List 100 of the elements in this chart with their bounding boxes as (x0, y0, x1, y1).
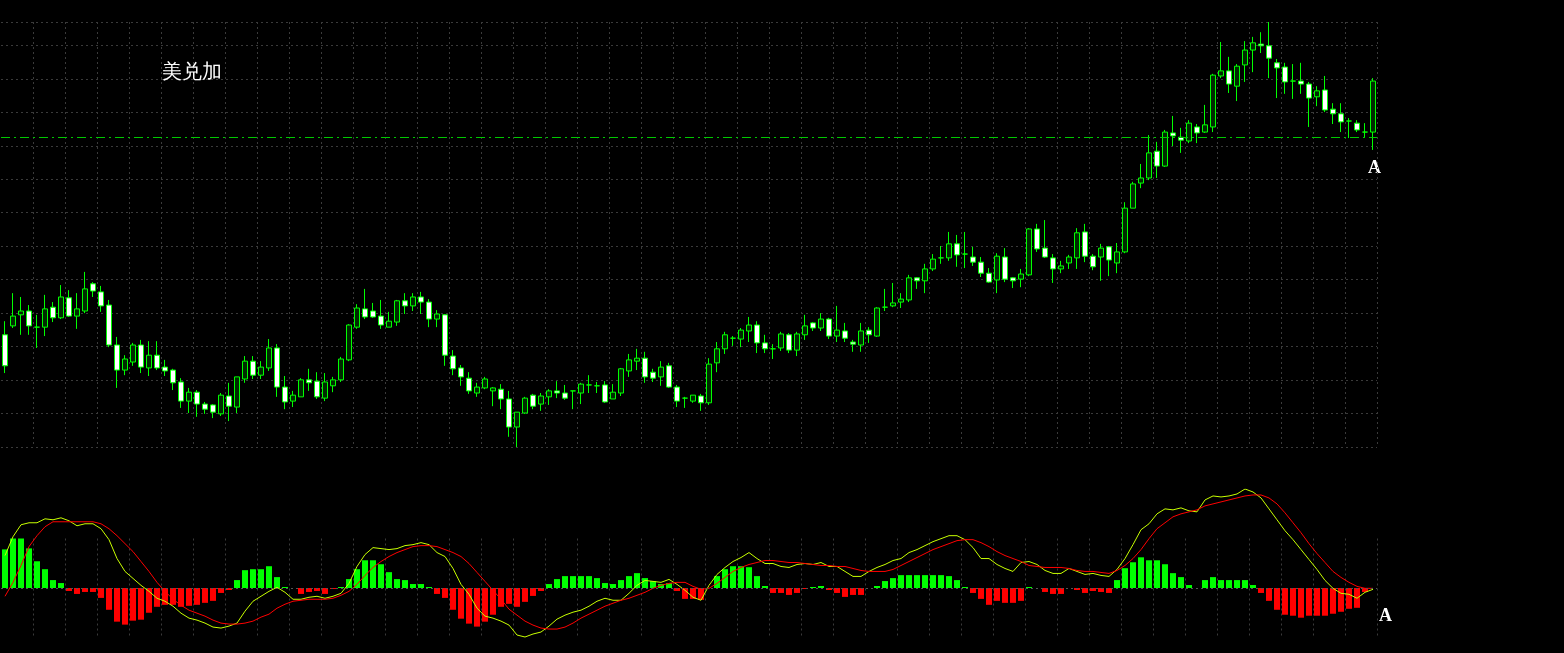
bar (922, 575, 928, 588)
candlestick (770, 343, 776, 360)
candlestick (130, 342, 136, 367)
candlestick (42, 294, 48, 337)
bar (986, 588, 992, 605)
candlestick (82, 271, 88, 314)
bar (1322, 588, 1328, 616)
bar (58, 583, 64, 588)
bar (1346, 588, 1352, 609)
candlestick (178, 377, 184, 409)
candlestick (850, 339, 856, 353)
candlestick (210, 403, 216, 419)
candlestick (26, 304, 32, 336)
bar (610, 584, 616, 588)
bar (1210, 577, 1216, 588)
candlestick (570, 390, 576, 410)
candlestick (842, 322, 848, 343)
candlestick (922, 263, 928, 294)
bar (1330, 588, 1336, 614)
bar (458, 588, 464, 619)
bar (442, 588, 448, 598)
candlestick (930, 253, 936, 272)
bar (2, 549, 8, 588)
bar (626, 576, 632, 588)
candlestick (290, 390, 296, 408)
bar (602, 583, 608, 588)
candlestick (34, 314, 40, 349)
bar (578, 576, 584, 588)
bar (298, 588, 304, 594)
candlestick (1066, 254, 1072, 270)
candlestick (666, 362, 672, 389)
bar (50, 580, 56, 588)
candlestick (1330, 102, 1336, 125)
candlestick (1090, 253, 1096, 271)
candlestick (970, 246, 976, 267)
bar (1018, 588, 1024, 601)
candlestick (1226, 56, 1232, 94)
candlestick (522, 396, 528, 415)
candlestick (370, 302, 376, 319)
bar (450, 588, 456, 610)
bar (530, 588, 536, 596)
candlestick (402, 292, 408, 315)
candlestick (1186, 119, 1192, 144)
bar (1058, 588, 1064, 594)
candlestick (162, 359, 168, 377)
bar (738, 566, 744, 588)
bar (1218, 580, 1224, 588)
bar (74, 588, 80, 594)
candlestick (58, 284, 64, 320)
bar (994, 588, 1000, 601)
candlestick (490, 386, 496, 407)
bar (586, 576, 592, 588)
bar (1290, 588, 1296, 616)
bar (1338, 588, 1344, 612)
bar (618, 580, 624, 588)
candlestick (978, 256, 984, 278)
candlestick (474, 382, 480, 398)
candlestick (482, 376, 488, 390)
bar (194, 588, 200, 605)
bar (42, 569, 48, 588)
bar (1250, 585, 1256, 588)
candlestick (1314, 85, 1320, 107)
bar (970, 588, 976, 593)
bar (1178, 577, 1184, 588)
candlestick (1122, 201, 1128, 254)
candlestick (1234, 63, 1240, 102)
bar (210, 588, 216, 601)
bar (914, 575, 920, 588)
candlestick (250, 355, 256, 380)
bar (1354, 588, 1360, 608)
bar (1242, 580, 1248, 588)
candlestick (346, 323, 352, 362)
bar (562, 576, 568, 588)
bar (1002, 588, 1008, 603)
candlestick (690, 394, 696, 404)
candlestick (258, 360, 264, 380)
bar (234, 580, 240, 588)
bar (842, 588, 848, 597)
candlestick (122, 354, 128, 376)
candlestick (586, 374, 592, 394)
candlestick (778, 331, 784, 352)
bar (378, 564, 384, 588)
candlestick (554, 380, 560, 399)
bar (482, 588, 488, 622)
candlestick (146, 340, 152, 377)
candlestick (698, 393, 704, 412)
candlestick (330, 376, 336, 393)
bar (490, 588, 496, 615)
candlestick (234, 376, 240, 414)
candlestick (50, 301, 56, 323)
candlestick (1138, 163, 1144, 189)
candlestick (1218, 41, 1224, 79)
bar (250, 569, 256, 588)
candlestick (1106, 245, 1112, 277)
candlestick (338, 356, 344, 383)
candlestick (202, 401, 208, 415)
bar (122, 588, 128, 625)
bar (370, 560, 376, 588)
candlestick (1058, 260, 1064, 274)
candlestick (394, 299, 400, 327)
